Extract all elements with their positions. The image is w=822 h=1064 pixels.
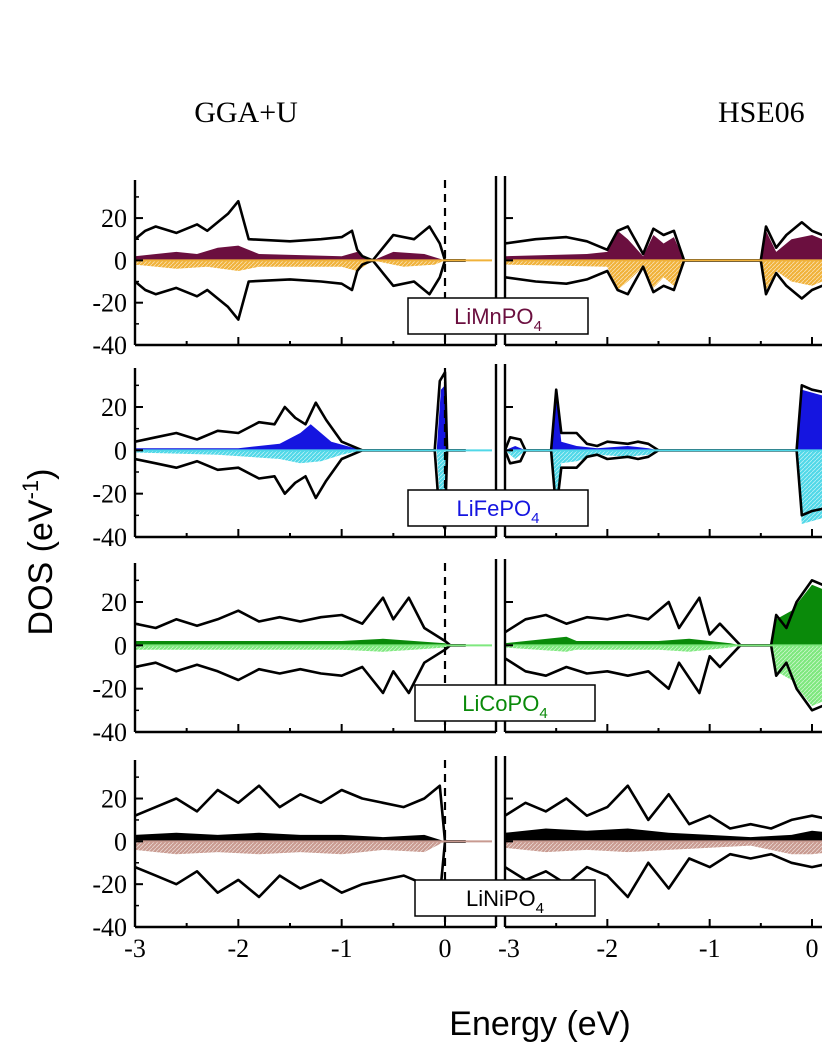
y-axis-title-sup: -1 <box>18 480 43 500</box>
method-label-gga: GGA+U <box>194 96 298 129</box>
y-tick-label: 0 <box>114 827 127 856</box>
total-dos-up-line <box>135 784 466 843</box>
panel-lifepo: 20 0 -20 -40 LiFePO4 <box>92 364 822 552</box>
total-dos-up-line <box>505 784 822 830</box>
x-tick-label-left: 0 <box>439 934 452 963</box>
minority-spin-area <box>505 260 822 290</box>
material-label: LiFePO4 <box>457 496 540 527</box>
y-tick-label: 0 <box>114 631 127 660</box>
y-tick-label: 0 <box>114 246 127 275</box>
y-tick-label: -20 <box>92 289 127 318</box>
y-tick-label: -40 <box>92 523 127 552</box>
y-tick-label: 20 <box>101 785 127 814</box>
gga-dos-series <box>135 784 492 899</box>
total-dos-down-line <box>135 259 466 321</box>
material-label-box <box>414 879 596 917</box>
material-label-box <box>407 297 589 335</box>
material-label-main: LiFePO <box>457 496 532 521</box>
x-tick-label-right: -1 <box>699 934 721 963</box>
x-tick-label-left: -2 <box>227 934 249 963</box>
y-tick-label: 0 <box>114 436 127 465</box>
y-axis-title-close: ) <box>22 469 60 480</box>
total-dos-up-line <box>135 199 466 262</box>
panel-linipo: 20 0 -20 -40 LiNiPO4 <box>92 756 822 942</box>
x-tick-label-left: -1 <box>331 934 353 963</box>
total-dos-up-line <box>505 221 822 262</box>
total-dos-up-line <box>135 371 466 452</box>
hse-dos-series <box>505 221 822 300</box>
minority-spin-area <box>505 841 822 855</box>
y-tick-label: -20 <box>92 480 127 509</box>
majority-spin-area <box>505 584 822 646</box>
material-label-main: LiMnPO <box>454 304 533 329</box>
y-tick-label: -20 <box>92 675 127 704</box>
material-label-main: LiNiPO <box>466 886 536 911</box>
x-tick-label-right: -2 <box>596 934 618 963</box>
panel-licopo: 20 0 -20 -40 LiCoPO4 <box>92 559 822 747</box>
minority-spin-area <box>135 841 466 855</box>
panels: 200-20-40LiMnPO4200-20-40LiFePO4200-20-4… <box>92 176 822 963</box>
majority-spin-area <box>505 230 822 261</box>
material-label-sub: 4 <box>534 318 542 335</box>
hse-dos-series <box>505 384 822 524</box>
minority-spin-area <box>505 645 822 706</box>
material-label-sub: 4 <box>536 900 544 917</box>
material-label-box <box>414 684 596 722</box>
majority-spin-area <box>135 385 466 451</box>
material-label: LiNiPO4 <box>466 886 544 917</box>
material-label-sub: 4 <box>539 705 547 722</box>
x-tick-label-right: -3 <box>498 934 520 963</box>
total-dos-down-line <box>505 644 822 712</box>
material-label-main: LiCoPO <box>462 691 539 716</box>
majority-spin-area <box>135 832 466 842</box>
y-tick-label: -20 <box>92 870 127 899</box>
panel-limnpo: 20 0 -20 -40 LiMnPO4 <box>92 176 822 360</box>
x-tick-label-right: 0 <box>806 934 819 963</box>
svg-text:DOS (eV-1): DOS (eV-1) <box>18 469 60 636</box>
gga-dos-series <box>135 596 492 695</box>
hse-dos-series <box>505 579 822 712</box>
gga-dos-series <box>135 199 492 321</box>
minority-spin-area <box>135 645 466 652</box>
y-tick-label: 20 <box>101 588 127 617</box>
y-axis-title: DOS (eV-1) <box>18 469 60 636</box>
x-axis-title: Energy (eV) <box>449 1005 630 1043</box>
y-tick-label: 20 <box>101 393 127 422</box>
y-tick-label: -40 <box>92 331 127 360</box>
method-label-hse: HSE06 <box>718 96 805 129</box>
y-axis-title-main: DOS (eV <box>22 499 60 635</box>
total-dos-down-line <box>135 644 466 695</box>
total-dos-up-line <box>135 596 466 647</box>
material-label: LiMnPO4 <box>454 304 542 335</box>
minority-spin-area <box>135 260 466 271</box>
x-tick-label-left: -3 <box>124 934 146 963</box>
total-dos-up-line <box>505 384 822 452</box>
material-label: LiCoPO4 <box>462 691 547 722</box>
y-tick-label: -40 <box>92 718 127 747</box>
majority-spin-area <box>135 638 466 646</box>
total-dos-down-line <box>505 259 822 300</box>
material-label-box <box>407 489 589 527</box>
material-label-sub: 4 <box>531 510 539 527</box>
majority-spin-area <box>505 828 822 842</box>
total-dos-up-line <box>505 579 822 647</box>
y-tick-label: -40 <box>92 913 127 942</box>
majority-spin-area <box>135 245 466 261</box>
y-tick-label: 20 <box>101 204 127 233</box>
